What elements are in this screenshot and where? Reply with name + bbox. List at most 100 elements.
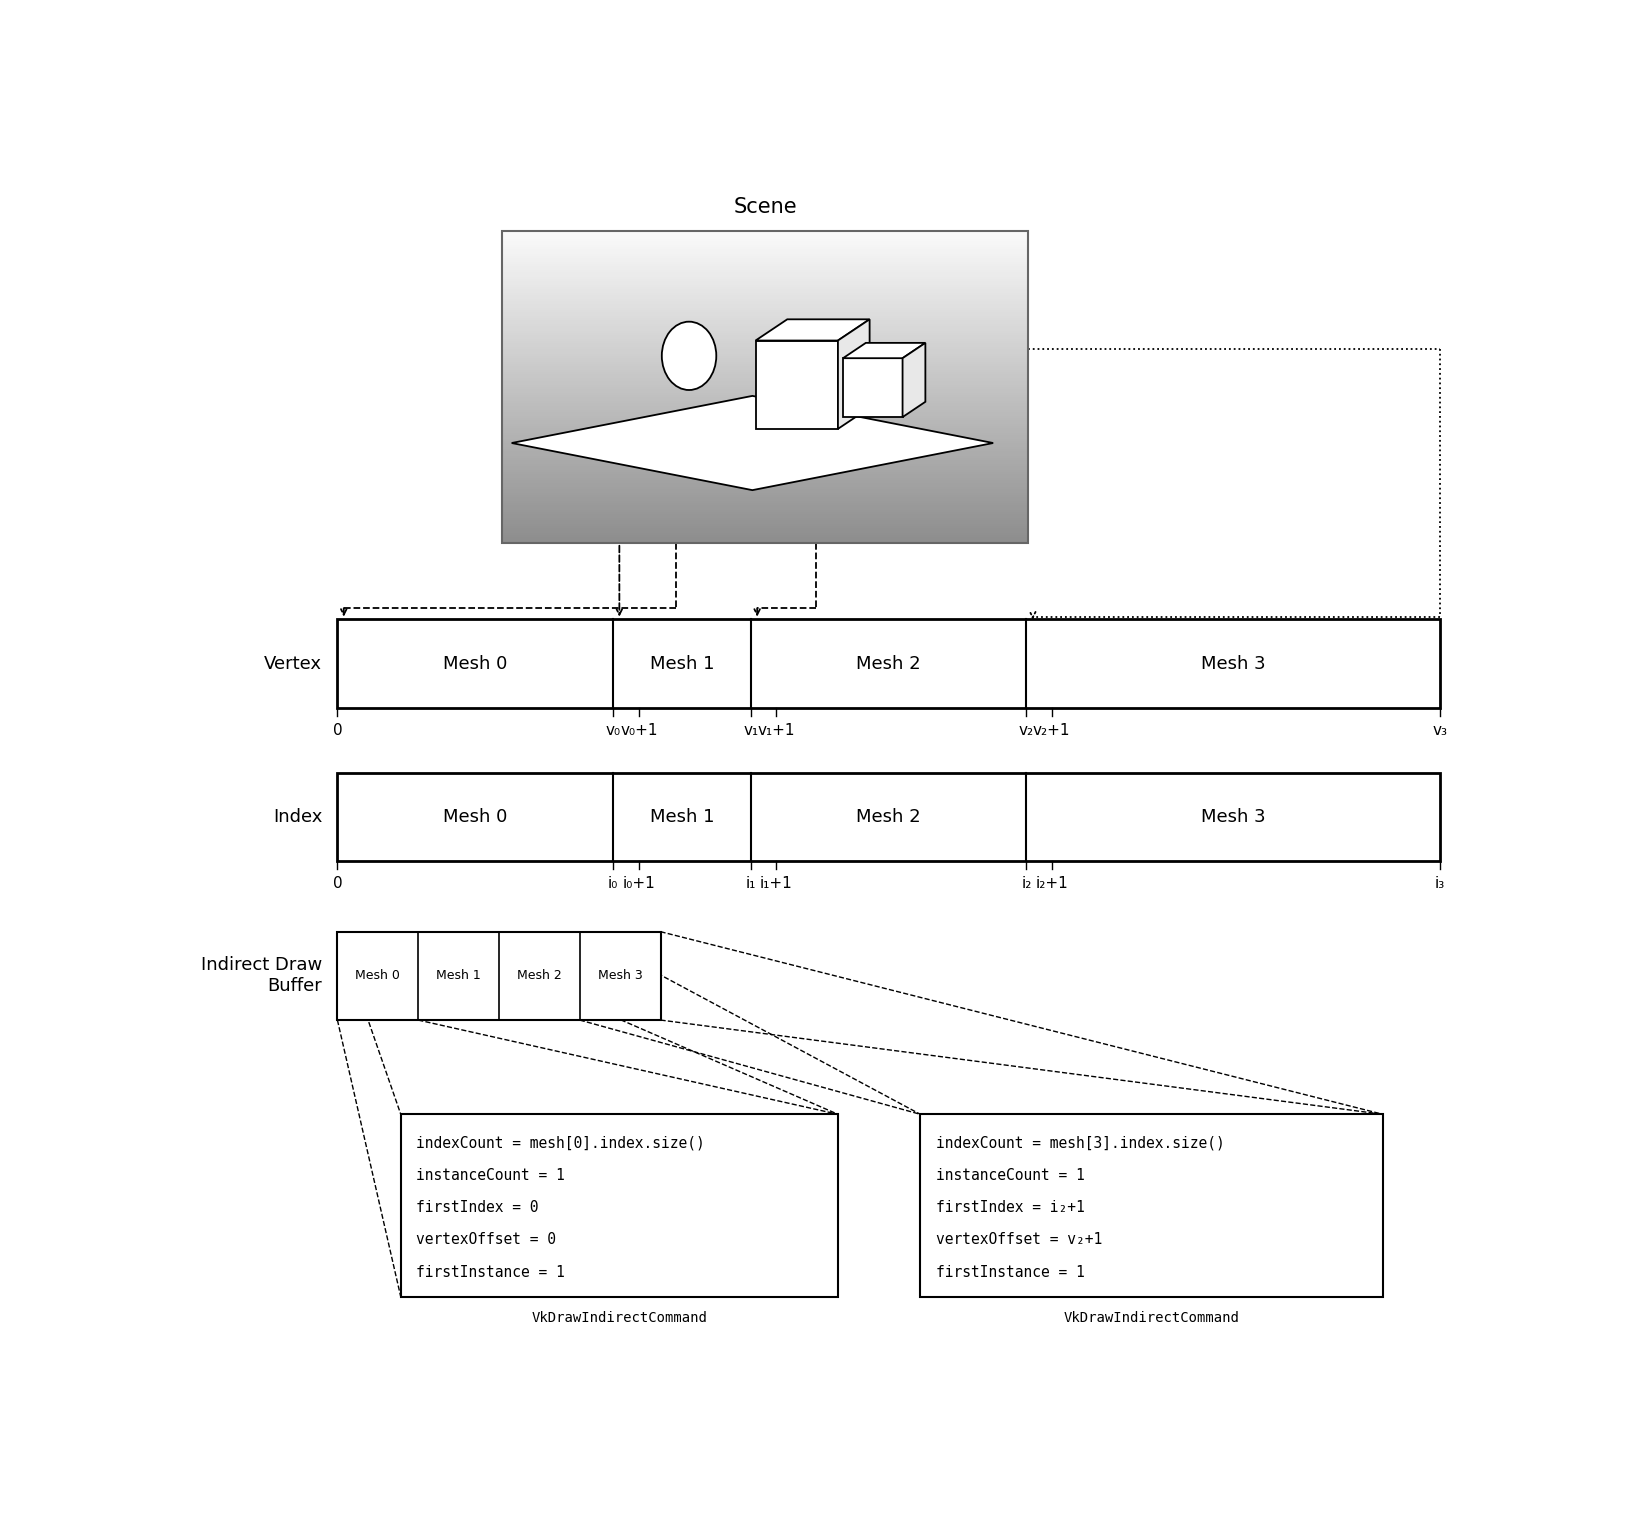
Text: Mesh 3: Mesh 3 bbox=[1200, 808, 1265, 826]
Bar bbox=[502, 309, 1028, 312]
Bar bbox=[502, 314, 1028, 317]
Bar bbox=[502, 447, 1028, 450]
Bar bbox=[502, 265, 1028, 266]
Bar bbox=[502, 424, 1028, 427]
Text: i₁: i₁ bbox=[746, 877, 755, 892]
Text: firstIndex = i₂+1: firstIndex = i₂+1 bbox=[935, 1200, 1084, 1215]
Bar bbox=[502, 318, 1028, 320]
Bar bbox=[502, 407, 1028, 410]
Bar bbox=[502, 254, 1028, 256]
Bar bbox=[502, 306, 1028, 308]
Bar bbox=[502, 257, 1028, 260]
Bar bbox=[502, 288, 1028, 289]
Bar bbox=[502, 262, 1028, 265]
Bar bbox=[502, 450, 1028, 451]
Bar bbox=[502, 301, 1028, 303]
Bar bbox=[337, 620, 1440, 708]
Text: Mesh 3: Mesh 3 bbox=[598, 970, 643, 982]
Bar bbox=[502, 428, 1028, 430]
Bar bbox=[502, 300, 1028, 301]
Text: v₃: v₃ bbox=[1432, 724, 1447, 737]
Bar bbox=[502, 528, 1028, 531]
Text: v₂: v₂ bbox=[1019, 724, 1033, 737]
Bar bbox=[502, 470, 1028, 473]
Bar bbox=[502, 324, 1028, 326]
Bar bbox=[502, 503, 1028, 505]
Bar bbox=[502, 412, 1028, 415]
Bar bbox=[502, 496, 1028, 497]
Bar bbox=[502, 410, 1028, 412]
Bar bbox=[502, 399, 1028, 401]
Bar bbox=[502, 479, 1028, 480]
Bar bbox=[502, 392, 1028, 393]
Text: firstIndex = 0: firstIndex = 0 bbox=[415, 1200, 538, 1215]
Bar bbox=[502, 323, 1028, 324]
Text: v₀+1: v₀+1 bbox=[621, 724, 659, 737]
Bar bbox=[502, 393, 1028, 395]
Text: VkDrawIndirectCommand: VkDrawIndirectCommand bbox=[1064, 1311, 1239, 1325]
Text: indexCount = mesh[0].index.size(): indexCount = mesh[0].index.size() bbox=[415, 1135, 705, 1151]
Bar bbox=[502, 433, 1028, 435]
Bar bbox=[502, 274, 1028, 277]
Bar bbox=[502, 320, 1028, 323]
Bar bbox=[502, 280, 1028, 283]
Bar bbox=[502, 268, 1028, 271]
Bar bbox=[502, 260, 1028, 262]
Bar bbox=[502, 352, 1028, 353]
Bar bbox=[502, 317, 1028, 318]
Bar bbox=[502, 474, 1028, 476]
Bar bbox=[502, 341, 1028, 343]
Text: firstInstance = 1: firstInstance = 1 bbox=[935, 1265, 1084, 1279]
Bar bbox=[502, 453, 1028, 456]
Bar bbox=[502, 514, 1028, 516]
Text: vertexOffset = 0: vertexOffset = 0 bbox=[415, 1232, 556, 1247]
Bar bbox=[502, 482, 1028, 485]
Bar bbox=[502, 395, 1028, 398]
Bar bbox=[502, 297, 1028, 300]
Polygon shape bbox=[844, 343, 925, 358]
Bar bbox=[502, 266, 1028, 268]
Bar bbox=[502, 364, 1028, 366]
Bar bbox=[502, 295, 1028, 297]
Bar bbox=[502, 243, 1028, 245]
Text: firstInstance = 1: firstInstance = 1 bbox=[415, 1265, 564, 1279]
Bar bbox=[502, 294, 1028, 295]
Bar bbox=[502, 308, 1028, 309]
Text: Mesh 0: Mesh 0 bbox=[443, 808, 507, 826]
Bar bbox=[502, 330, 1028, 332]
Text: v₁: v₁ bbox=[744, 724, 759, 737]
Bar bbox=[502, 526, 1028, 528]
Bar bbox=[502, 237, 1028, 239]
Bar bbox=[502, 303, 1028, 306]
Bar bbox=[502, 382, 1028, 384]
Bar bbox=[502, 291, 1028, 294]
Text: vertexOffset = v₂+1: vertexOffset = v₂+1 bbox=[935, 1232, 1102, 1247]
Bar bbox=[502, 540, 1028, 543]
Bar bbox=[502, 335, 1028, 337]
Bar bbox=[502, 456, 1028, 457]
Bar bbox=[502, 505, 1028, 508]
Bar bbox=[502, 480, 1028, 482]
Bar bbox=[502, 457, 1028, 459]
Text: Mesh 2: Mesh 2 bbox=[517, 970, 562, 982]
Bar bbox=[502, 231, 1028, 233]
Bar bbox=[502, 404, 1028, 405]
Polygon shape bbox=[839, 320, 870, 428]
Bar bbox=[502, 497, 1028, 499]
Bar bbox=[502, 467, 1028, 468]
Bar bbox=[502, 520, 1028, 522]
Bar bbox=[502, 272, 1028, 274]
Bar bbox=[502, 329, 1028, 330]
Bar bbox=[502, 508, 1028, 509]
Bar bbox=[502, 233, 1028, 236]
Text: Mesh 1: Mesh 1 bbox=[649, 808, 714, 826]
Bar bbox=[502, 355, 1028, 358]
Bar bbox=[502, 366, 1028, 369]
Bar bbox=[502, 439, 1028, 441]
Bar bbox=[502, 422, 1028, 424]
Bar bbox=[502, 462, 1028, 464]
Bar bbox=[502, 242, 1028, 243]
Bar bbox=[921, 1114, 1383, 1297]
Ellipse shape bbox=[662, 321, 716, 390]
Bar bbox=[502, 401, 1028, 404]
